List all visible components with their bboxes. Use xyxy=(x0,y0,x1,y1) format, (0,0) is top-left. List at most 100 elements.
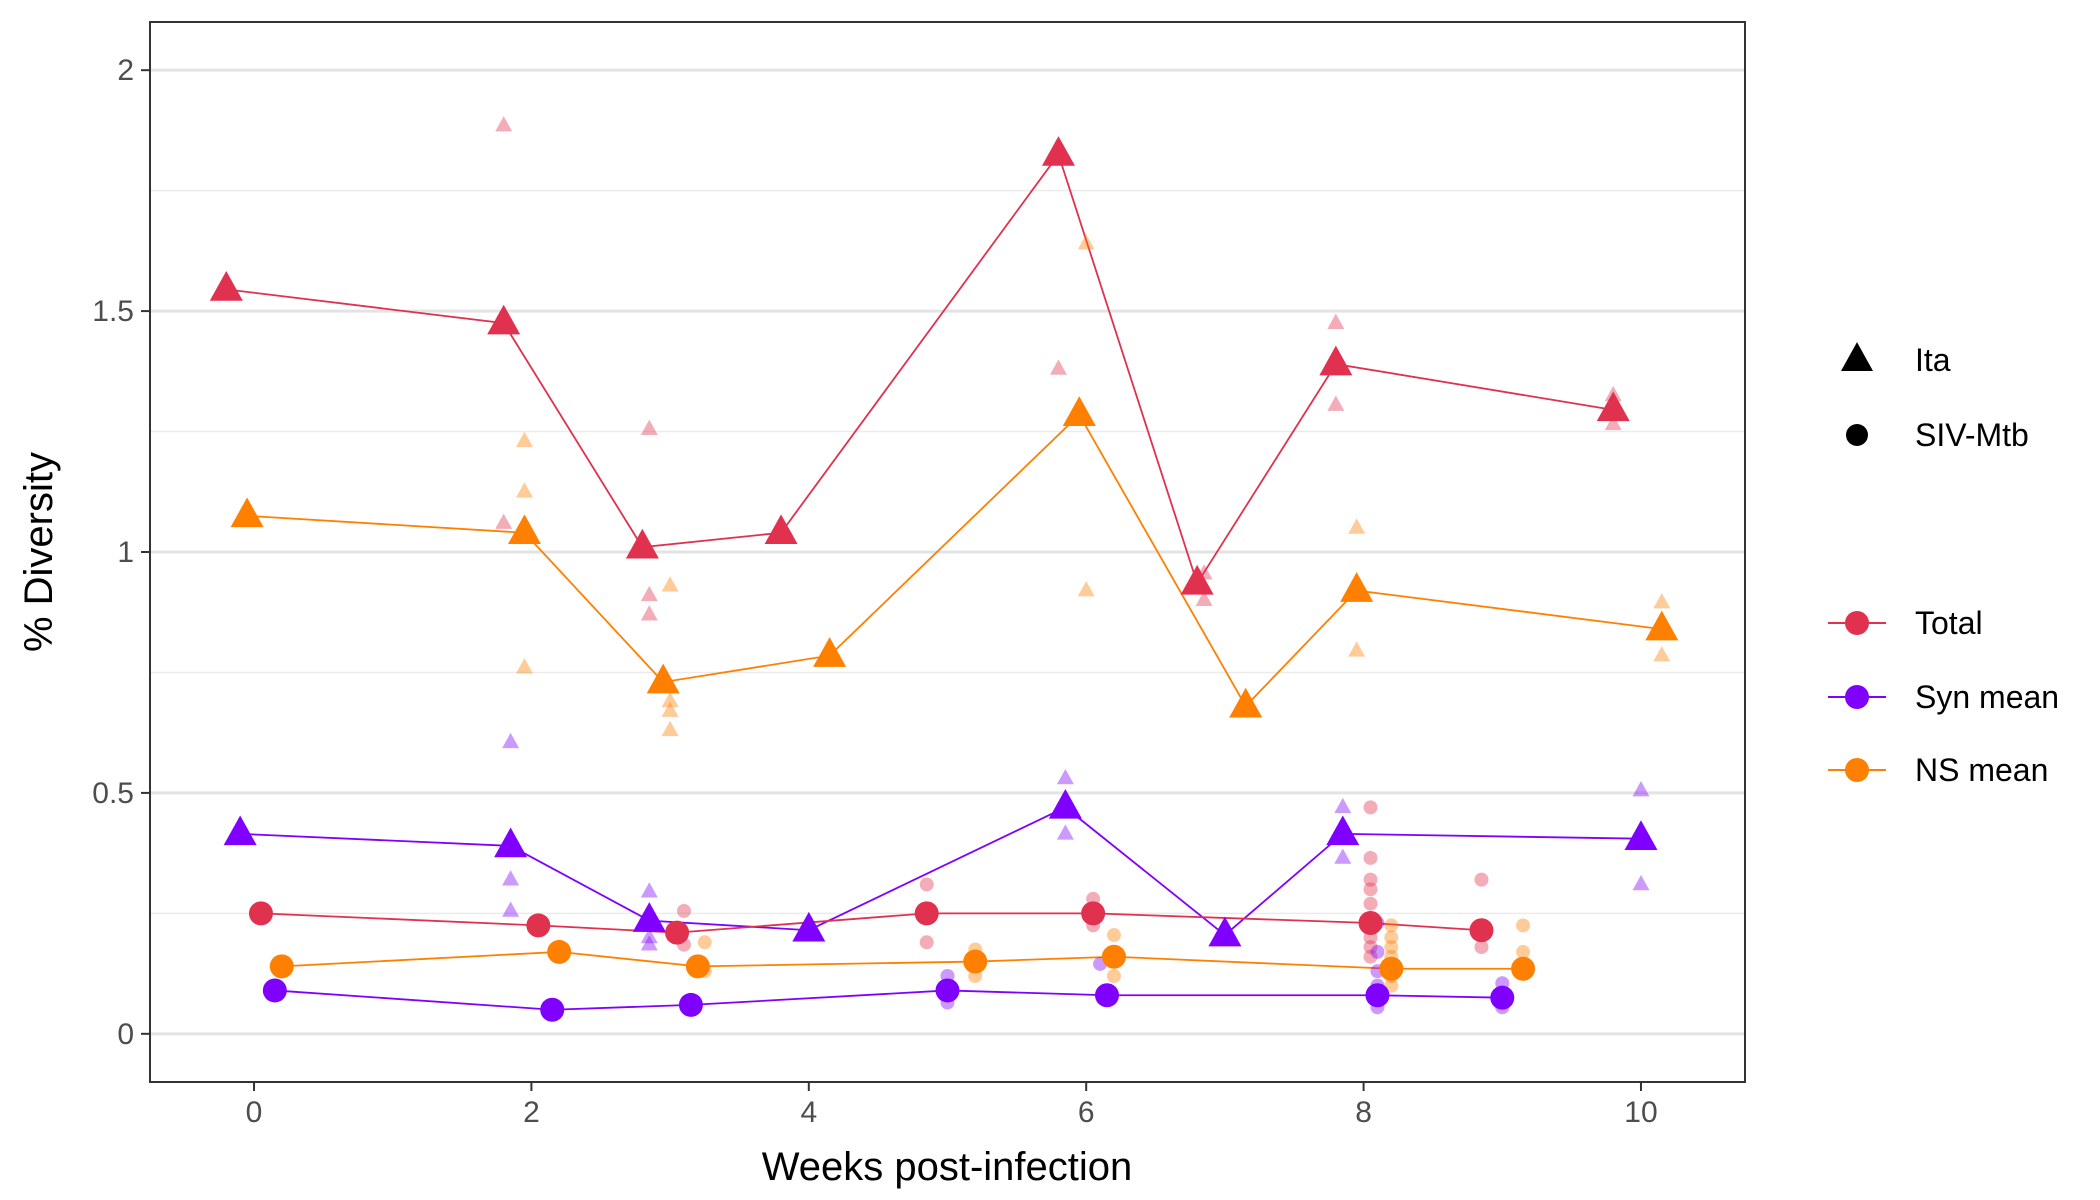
replicate-point xyxy=(1195,590,1213,606)
series-line xyxy=(240,806,1641,937)
replicate-point xyxy=(661,576,679,592)
mean-point xyxy=(487,304,521,335)
mean-point xyxy=(1319,345,1353,376)
legend-key-point xyxy=(1845,685,1869,709)
replicate-point xyxy=(1056,824,1074,840)
y-axis: 0 0.5 1 1.5 2 xyxy=(92,54,150,1051)
replicate-point xyxy=(1363,850,1378,865)
mean-point xyxy=(1048,788,1082,819)
mean-point xyxy=(1095,983,1119,1008)
legend-key-triangle xyxy=(1841,342,1873,371)
replicate-point xyxy=(1363,896,1378,911)
legend-label: NS mean xyxy=(1915,752,2048,788)
mean-point xyxy=(792,911,826,942)
replicate-point xyxy=(1334,848,1352,864)
mean-point xyxy=(665,920,690,945)
x-tick-label: 10 xyxy=(1624,1096,1657,1129)
replicate-point xyxy=(1384,978,1399,993)
x-tick-label: 4 xyxy=(800,1096,817,1129)
replicate-point xyxy=(1632,781,1650,797)
mean-point xyxy=(1469,918,1494,943)
mean-point xyxy=(764,514,798,545)
mean-point xyxy=(963,949,988,974)
mean-point xyxy=(223,815,257,846)
legend-label: Ita xyxy=(1915,342,1951,378)
series-line xyxy=(247,413,1662,708)
legend-key-point xyxy=(1845,758,1869,782)
mean-point xyxy=(1326,815,1360,846)
replicate-point xyxy=(1077,234,1095,250)
x-tick-label: 8 xyxy=(1355,1096,1372,1129)
mean-point xyxy=(540,997,565,1022)
series-line xyxy=(226,152,1614,586)
legend-label: Syn mean xyxy=(1915,679,2059,715)
mean-point xyxy=(1208,916,1242,947)
x-tick-label: 6 xyxy=(1078,1096,1095,1129)
replicate-point xyxy=(1604,414,1622,431)
y-tick-label: 1 xyxy=(117,536,134,569)
replicate-point xyxy=(1334,797,1352,814)
replicate-point xyxy=(495,513,513,529)
replicate-point xyxy=(1363,800,1378,815)
replicate-point xyxy=(1474,872,1489,887)
mean-point xyxy=(230,497,264,528)
grid-lines xyxy=(150,68,1745,1036)
mean-point xyxy=(1624,820,1658,850)
mean-points xyxy=(209,136,1679,1022)
mean-point xyxy=(1062,396,1096,426)
legend-key-circle xyxy=(1846,424,1868,446)
replicate-point xyxy=(1363,872,1378,887)
replicate-point xyxy=(1327,313,1345,329)
replicate-point xyxy=(1516,918,1531,933)
replicate-point xyxy=(1653,646,1671,662)
replicate-point xyxy=(1363,940,1378,955)
y-tick-label: 0.5 xyxy=(92,777,134,810)
mean-point xyxy=(507,514,541,545)
replicate-point xyxy=(640,927,658,944)
mean-point xyxy=(209,270,243,301)
mean-point xyxy=(1365,983,1390,1008)
mean-point xyxy=(526,913,551,938)
replicate-point xyxy=(502,870,520,886)
replicate-point xyxy=(640,585,658,602)
mean-point xyxy=(1379,956,1404,981)
replicate-point xyxy=(640,605,658,621)
x-tick-label: 2 xyxy=(523,1096,540,1129)
replicate-point xyxy=(1348,641,1366,657)
y-tick-label: 1.5 xyxy=(92,295,134,328)
replicate-point xyxy=(1327,395,1345,411)
replicate-point xyxy=(697,935,712,950)
mean-point xyxy=(935,978,960,1003)
legend-label: Total xyxy=(1915,605,1983,641)
replicate-point xyxy=(661,701,679,717)
mean-point xyxy=(914,901,939,926)
mean-point xyxy=(1101,944,1126,969)
mean-point xyxy=(262,978,287,1003)
mean-point xyxy=(1081,901,1106,926)
mean-point xyxy=(1229,687,1263,718)
legend: Ita SIV-Mtb Total Syn mean NS mean xyxy=(1828,342,2059,788)
replicate-point xyxy=(502,901,520,917)
replicate-point xyxy=(1384,930,1399,945)
replicate-point xyxy=(676,903,691,918)
mean-point xyxy=(678,992,703,1017)
mean-point xyxy=(1511,956,1536,981)
mean-point xyxy=(685,954,710,979)
replicate-point xyxy=(495,116,513,132)
y-tick-label: 2 xyxy=(117,54,134,87)
x-axis: 0 2 4 6 8 10 xyxy=(246,1082,1658,1129)
replicate-point xyxy=(1056,768,1074,785)
mean-point xyxy=(1596,391,1630,422)
replicate-point xyxy=(1384,918,1399,933)
replicate-point xyxy=(919,935,934,950)
mean-point xyxy=(625,528,659,559)
replicate-point xyxy=(1049,359,1067,375)
mean-point xyxy=(1490,985,1515,1010)
replicate-point xyxy=(1106,928,1121,943)
replicate-point xyxy=(1106,969,1121,983)
x-axis-title: Weeks post-infection xyxy=(762,1145,1133,1189)
y-axis-title: % Diversity xyxy=(17,452,61,652)
mean-point xyxy=(1645,610,1679,641)
replicate-point xyxy=(640,935,658,951)
